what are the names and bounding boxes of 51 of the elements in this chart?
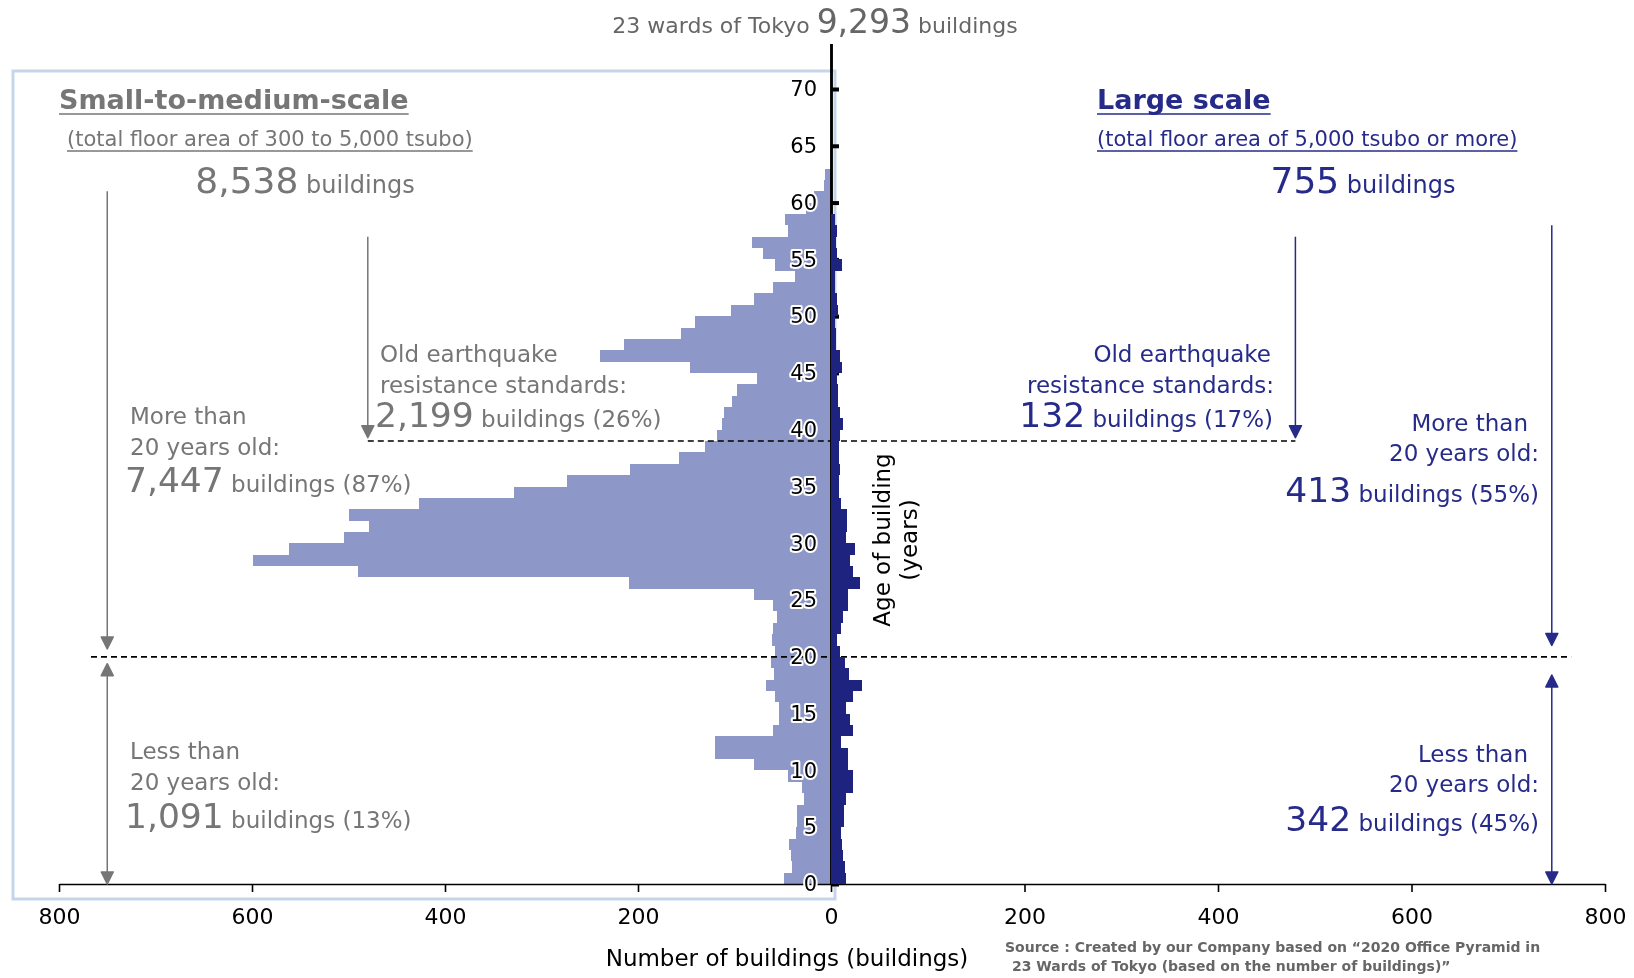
x-tick-label: 600 bbox=[231, 903, 274, 929]
annotation: 413 buildings (55%) bbox=[1285, 470, 1539, 510]
y-tick-label: 15 bbox=[790, 701, 817, 726]
x-tick-label: 800 bbox=[1584, 903, 1627, 929]
annotation: More than bbox=[130, 403, 247, 429]
text: Small-to-medium-scale bbox=[59, 84, 409, 115]
y-tick-label: 45 bbox=[790, 361, 817, 386]
text: 23 wards of Tokyo 9,293 buildings bbox=[612, 2, 1018, 41]
annotation: 7,447 buildings (87%) bbox=[125, 460, 412, 500]
annotation: 20 years old: bbox=[1389, 440, 1539, 466]
annotation: 132 buildings (17%) bbox=[1019, 395, 1273, 435]
annotation: 20 years old: bbox=[130, 434, 280, 460]
annotation: 20 years old: bbox=[1389, 771, 1539, 797]
x-tick-label: 600 bbox=[1391, 903, 1433, 929]
annotation: More than bbox=[1411, 410, 1528, 436]
y-tick-label: 70 bbox=[790, 77, 817, 102]
y-axis-title: Age of building (years) bbox=[869, 453, 922, 627]
annotation: 1,091 buildings (13%) bbox=[125, 796, 412, 836]
x-tick-label: 200 bbox=[1004, 903, 1046, 929]
source-note: Source : Created by our Company based on “2020 Office Pyramid in bbox=[1005, 939, 1541, 955]
annotation: 20 years old: bbox=[130, 769, 280, 795]
y-tick-label: 5 bbox=[803, 815, 817, 840]
x-tick-label: 400 bbox=[1197, 903, 1240, 929]
y-tick-label: 60 bbox=[790, 190, 817, 215]
x-tick-label: 800 bbox=[38, 903, 81, 929]
y-tick-label: 30 bbox=[790, 531, 817, 556]
y-tick-label: 35 bbox=[790, 474, 817, 499]
annotation: resistance standards: bbox=[1026, 372, 1274, 398]
y-tick-label: 55 bbox=[790, 247, 817, 272]
text: (total floor area of 300 to 5,000 tsubo) bbox=[67, 127, 473, 151]
x-tick-label: 0 bbox=[824, 903, 839, 929]
annotation: Less than bbox=[130, 738, 241, 764]
annotation: 755 buildings bbox=[1270, 160, 1456, 201]
x-axis-title: Number of buildings (buildings) bbox=[605, 945, 969, 971]
annotation: 8,538 buildings bbox=[195, 160, 415, 201]
y-tick-label: 65 bbox=[790, 134, 817, 159]
annotation: Old earthquake bbox=[1093, 341, 1271, 367]
y-tick-label: 10 bbox=[790, 758, 817, 783]
y-tick-label: 50 bbox=[790, 304, 817, 329]
annotation: Old earthquake bbox=[380, 341, 558, 367]
x-tick-label: 400 bbox=[424, 903, 467, 929]
annotation: resistance standards: bbox=[380, 372, 628, 398]
x-tick-label: 200 bbox=[617, 903, 660, 929]
annotation: Less than bbox=[1417, 741, 1528, 767]
annotation: 2,199 buildings (26%) bbox=[375, 395, 662, 435]
text: 23 Wards of Tokyo (based on the number of buildings)” bbox=[1012, 958, 1451, 974]
y-tick-label: 40 bbox=[790, 417, 817, 442]
text: (total floor area of 5,000 tsubo or more) bbox=[1097, 127, 1518, 151]
text: Large scale bbox=[1097, 84, 1271, 115]
y-tick-label: 25 bbox=[790, 588, 817, 613]
annotation: 342 buildings (45%) bbox=[1285, 799, 1539, 839]
